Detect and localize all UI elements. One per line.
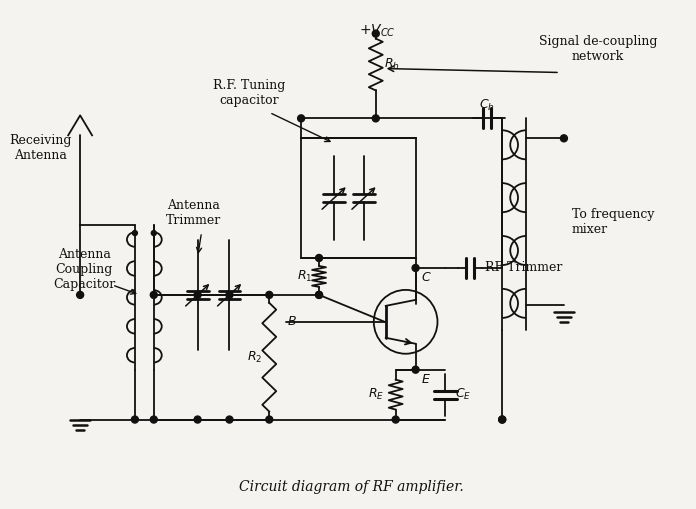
Text: $C_b$: $C_b$: [480, 98, 495, 113]
Circle shape: [412, 366, 419, 373]
Circle shape: [194, 416, 201, 423]
Text: $R_b$: $R_b$: [383, 57, 400, 72]
Text: Antenna
Trimmer: Antenna Trimmer: [166, 199, 221, 227]
Text: Signal de-coupling
network: Signal de-coupling network: [539, 35, 657, 63]
Text: $+V_{CC}$: $+V_{CC}$: [359, 22, 396, 39]
Circle shape: [226, 291, 233, 298]
Text: $R_2$: $R_2$: [247, 350, 262, 365]
Circle shape: [560, 135, 567, 142]
Text: Circuit diagram of RF amplifier.: Circuit diagram of RF amplifier.: [239, 480, 464, 494]
Circle shape: [150, 291, 157, 298]
Text: R.F. Tuning
capacitor: R.F. Tuning capacitor: [213, 79, 285, 107]
Text: $C$: $C$: [420, 271, 432, 284]
Circle shape: [412, 265, 419, 271]
Text: RF Trimmer: RF Trimmer: [485, 262, 562, 274]
Text: To frequency
mixer: To frequency mixer: [572, 208, 654, 236]
Text: $E$: $E$: [420, 373, 430, 386]
Circle shape: [298, 115, 305, 122]
Circle shape: [372, 115, 379, 122]
Circle shape: [315, 291, 322, 298]
Circle shape: [393, 416, 400, 423]
Text: $C_E$: $C_E$: [455, 387, 472, 402]
Circle shape: [315, 291, 322, 298]
Circle shape: [194, 291, 201, 298]
Circle shape: [266, 416, 273, 423]
Circle shape: [150, 416, 157, 423]
Circle shape: [226, 416, 233, 423]
Text: $R_1$: $R_1$: [297, 269, 313, 284]
Circle shape: [132, 231, 137, 236]
Circle shape: [499, 416, 506, 423]
Circle shape: [77, 291, 84, 298]
Text: $R_E$: $R_E$: [367, 387, 384, 402]
Circle shape: [266, 291, 273, 298]
Text: Antenna
Coupling
Capacitor: Antenna Coupling Capacitor: [53, 248, 116, 292]
Text: $B$: $B$: [287, 315, 297, 328]
Circle shape: [315, 254, 322, 262]
Circle shape: [499, 416, 506, 423]
Circle shape: [151, 231, 157, 236]
Circle shape: [132, 416, 139, 423]
Text: Receiving
Antenna: Receiving Antenna: [9, 134, 72, 162]
Circle shape: [372, 30, 379, 37]
